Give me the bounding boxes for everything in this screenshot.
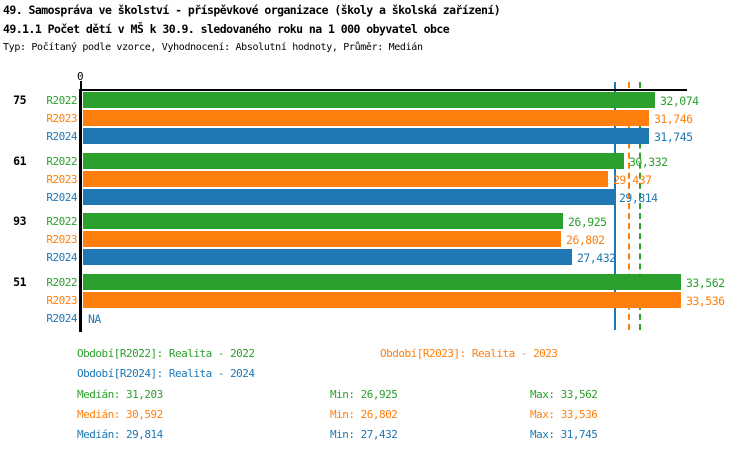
series-label-r2023: R2023 [46, 294, 77, 307]
report-subtitle: 49.1.1 Počet dětí v MŠ k 30.9. sledované… [3, 22, 450, 36]
bar-r2023 [83, 231, 561, 247]
bar-value-label: 31,745 [654, 130, 693, 144]
bar-r2023 [83, 292, 681, 308]
series-label-r2024: R2024 [46, 251, 77, 264]
report-meta: Typ: Počítaný podle vzorce, Vyhodnocení:… [3, 42, 423, 53]
report-title: 49. Samospráva ve školství - příspěvkové… [3, 3, 501, 17]
bar-r2023 [83, 110, 649, 126]
bar-value-label: 29,814 [619, 191, 658, 205]
stat-median-r2024: Medián: 29,814 [77, 428, 163, 441]
series-label-r2022: R2022 [46, 155, 77, 168]
bar-r2022 [83, 274, 681, 290]
axis-top-line [82, 89, 687, 91]
stat-min-r2024: Min: 27,432 [330, 428, 398, 441]
group-label: 93 [13, 214, 26, 228]
series-label-r2024: R2024 [46, 312, 77, 325]
bar-r2024 [83, 128, 649, 144]
series-label-r2023: R2023 [46, 112, 77, 125]
bar-value-na: NA [88, 312, 101, 326]
bar-value-label: 26,802 [566, 233, 605, 247]
series-label-r2023: R2023 [46, 173, 77, 186]
bar-r2022 [83, 213, 563, 229]
bar-value-label: 26,925 [568, 215, 607, 229]
bar-value-label: 33,536 [686, 294, 725, 308]
axis-zero-tick [80, 81, 82, 89]
bar-r2024 [83, 249, 572, 265]
series-label-r2024: R2024 [46, 191, 77, 204]
bar-value-label: 27,432 [577, 251, 616, 265]
bar-value-label: 31,746 [654, 112, 693, 126]
legend-period-r2024: Období[R2024]: Realita - 2024 [77, 367, 255, 380]
stat-median-r2022: Medián: 31,203 [77, 388, 163, 401]
bar-value-label: 33,562 [686, 276, 725, 290]
median-line-r2023 [628, 82, 630, 330]
stat-min-r2022: Min: 26,925 [330, 388, 398, 401]
group-label: 51 [13, 275, 26, 289]
stat-max-r2023: Max: 33,536 [530, 408, 598, 421]
median-line-r2024 [614, 82, 616, 330]
series-label-r2022: R2022 [46, 215, 77, 228]
series-label-r2022: R2022 [46, 94, 77, 107]
series-label-r2024: R2024 [46, 130, 77, 143]
group-label: 75 [13, 93, 26, 107]
stat-min-r2023: Min: 26,802 [330, 408, 398, 421]
stat-max-r2022: Max: 33,562 [530, 388, 598, 401]
stat-median-r2023: Medián: 30,592 [77, 408, 163, 421]
bar-r2024 [83, 189, 614, 205]
bar-value-label: 32,074 [660, 94, 699, 108]
bar-r2023 [83, 171, 608, 187]
axis-y-line [79, 89, 82, 332]
legend-period-r2022: Období[R2022]: Realita - 2022 [77, 347, 255, 360]
bar-r2022 [83, 153, 624, 169]
median-line-r2022 [639, 82, 641, 330]
bar-value-label: 30,332 [629, 155, 668, 169]
stat-max-r2024: Max: 31,745 [530, 428, 598, 441]
bar-value-label: 29,437 [613, 173, 652, 187]
legend-period-r2023: Období[R2023]: Realita - 2023 [380, 347, 558, 360]
series-label-r2022: R2022 [46, 276, 77, 289]
axis-zero-label: 0 [76, 70, 84, 83]
bar-r2022 [83, 92, 655, 108]
group-label: 61 [13, 154, 26, 168]
series-label-r2023: R2023 [46, 233, 77, 246]
